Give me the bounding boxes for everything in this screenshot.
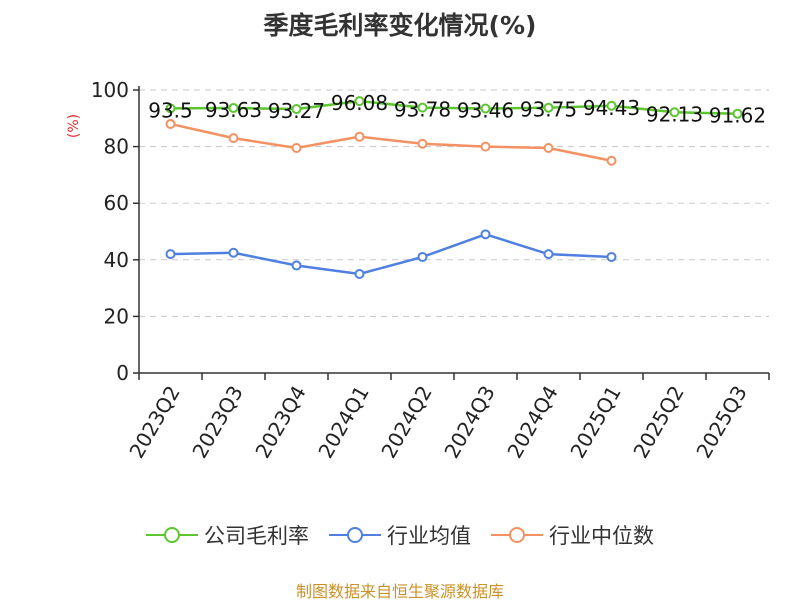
series-lines — [165, 96, 743, 279]
data-point — [543, 102, 554, 113]
data-point — [606, 100, 617, 111]
legend-label: 行业中位数 — [549, 524, 654, 548]
y-tick-label: 100 — [91, 78, 129, 102]
data-point — [291, 104, 302, 115]
series-line — [170, 122, 612, 162]
chart-title: 季度毛利率变化情况(%) — [263, 11, 537, 40]
legend: 公司毛利率 行业均值 行业中位数 — [0, 520, 800, 550]
data-point — [165, 103, 176, 114]
data-point — [417, 251, 428, 262]
data-point — [228, 103, 239, 114]
data-label: 91.62 — [709, 104, 766, 128]
y-tick-label: 80 — [104, 135, 129, 159]
data-point — [606, 155, 617, 166]
data-point — [228, 247, 239, 258]
series-line — [170, 233, 612, 276]
x-tick-label: 2025Q2 — [628, 382, 688, 463]
legend-label: 公司毛利率 — [204, 524, 309, 548]
data-label: 93.78 — [394, 98, 451, 122]
data-point — [417, 102, 428, 113]
data-point — [165, 118, 176, 129]
y-tick-labels: 0 20 40 60 80 100 — [91, 78, 129, 385]
x-tick-label: 2023Q2 — [124, 382, 184, 463]
legend-item-industry-mean[interactable]: 行业均值 — [329, 520, 471, 550]
data-point — [543, 249, 554, 260]
data-point — [228, 133, 239, 144]
x-tick-label: 2025Q3 — [691, 382, 751, 463]
legend-line-icon — [329, 527, 381, 543]
data-point — [354, 131, 365, 142]
data-point — [480, 141, 491, 152]
data-label: 93.27 — [268, 99, 325, 123]
x-tick-label: 2025Q1 — [565, 382, 625, 463]
legend-label: 行业均值 — [387, 524, 471, 548]
data-point — [417, 138, 428, 149]
x-tick-label: 2024Q2 — [376, 382, 436, 463]
data-point — [354, 268, 365, 279]
data-label: 96.08 — [331, 91, 388, 115]
data-point — [732, 108, 743, 119]
data-label: 92.13 — [646, 102, 703, 126]
data-label: 93.46 — [457, 99, 514, 123]
data-point — [165, 249, 176, 260]
data-point — [291, 260, 302, 271]
x-tick-label: 2024Q3 — [439, 382, 499, 463]
x-tick-label: 2023Q4 — [250, 382, 310, 463]
y-axis-label: (%) — [66, 114, 82, 138]
legend-line-icon — [146, 527, 198, 543]
axes — [133, 86, 770, 380]
data-point — [606, 251, 617, 262]
grid-lines — [139, 89, 769, 317]
data-point — [291, 143, 302, 154]
y-tick-label: 20 — [104, 304, 129, 328]
data-label: 93.5 — [148, 98, 193, 122]
data-point — [354, 96, 365, 107]
x-tick-label: 2024Q1 — [313, 382, 373, 463]
legend-item-industry-median[interactable]: 行业中位数 — [491, 520, 654, 550]
x-tick-label: 2023Q3 — [187, 382, 247, 463]
y-tick-label: 60 — [104, 191, 129, 215]
series-line — [170, 99, 738, 115]
y-tick-label: 0 — [116, 361, 129, 385]
x-tick-label: 2024Q4 — [502, 382, 562, 463]
x-tick-labels: 2023Q2 2023Q3 2023Q4 2024Q1 2024Q2 2024Q3 2024… — [124, 382, 751, 463]
y-tick-label: 40 — [104, 248, 129, 272]
data-point — [480, 103, 491, 114]
data-labels: 93.5 93.63 93.27 96.08 93.78 93.46 93.75 94.43 9… — [148, 91, 766, 128]
data-label: 93.75 — [520, 98, 577, 122]
legend-line-icon — [491, 527, 543, 543]
data-label: 94.43 — [583, 96, 640, 120]
source-note: 制图数据来自恒生聚源数据库 — [295, 582, 504, 601]
data-label: 93.63 — [205, 98, 262, 122]
data-point — [543, 143, 554, 154]
data-point — [669, 107, 680, 118]
legend-item-gross-margin[interactable]: 公司毛利率 — [146, 520, 309, 550]
data-point — [480, 229, 491, 240]
